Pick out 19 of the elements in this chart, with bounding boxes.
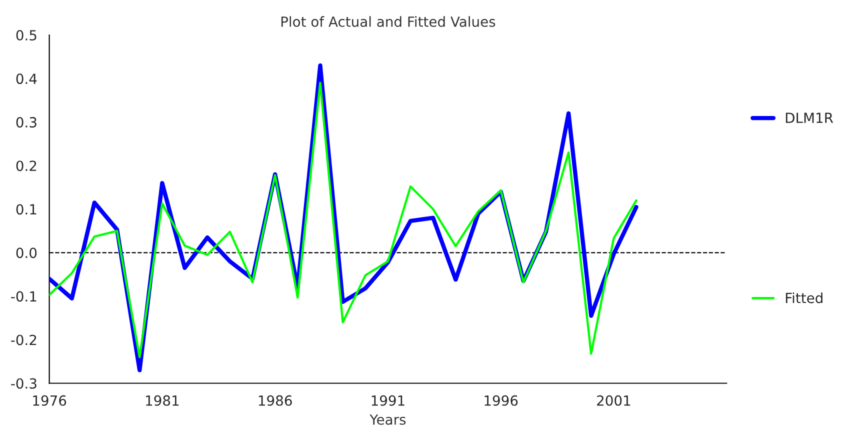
x-tick-label: 1981 bbox=[146, 395, 179, 406]
y-tick-label: -0.2 bbox=[11, 334, 36, 346]
x-tick-label: 1991 bbox=[372, 395, 404, 406]
y-tick-label: 0.5 bbox=[16, 30, 36, 41]
x-tick-label: 1986 bbox=[258, 395, 292, 406]
y-tick-label: 0.0 bbox=[16, 248, 37, 258]
y-tick-label: 0.1 bbox=[16, 204, 36, 215]
x-axis-title: Years bbox=[370, 414, 406, 425]
y-tick-label: 0.4 bbox=[16, 74, 37, 84]
legend-label: DLM1R bbox=[786, 112, 834, 123]
x-tick-label: 1976 bbox=[33, 395, 66, 406]
y-tick-label: 0.2 bbox=[16, 160, 36, 172]
y-tick-label: -0.1 bbox=[11, 291, 36, 302]
chart-title: Plot of Actual and Fitted Values bbox=[281, 16, 496, 27]
y-tick-label: -0.3 bbox=[11, 378, 36, 389]
y-tick-label: 0.3 bbox=[16, 117, 36, 128]
x-tick-label: 2001 bbox=[597, 395, 630, 406]
legend-label: Fitted bbox=[786, 292, 822, 304]
x-tick-label: 1996 bbox=[484, 395, 518, 406]
